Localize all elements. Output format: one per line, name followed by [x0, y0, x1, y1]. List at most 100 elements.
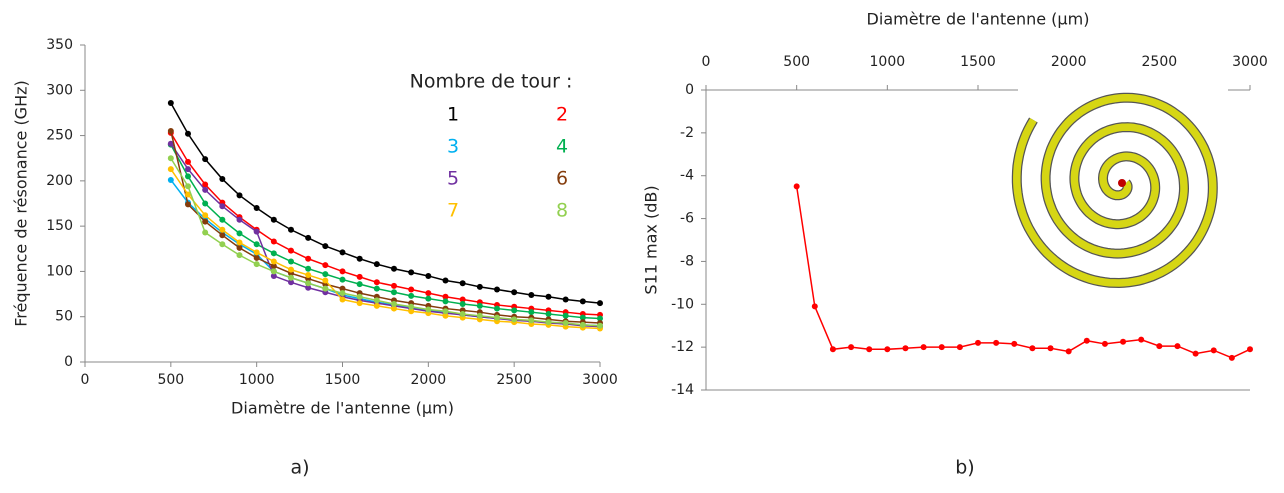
data-point [528, 309, 535, 316]
data-point [494, 314, 500, 321]
data-point [185, 173, 191, 180]
x-tick-label: 2500 [496, 372, 532, 388]
data-point [270, 272, 277, 279]
data-point [442, 308, 449, 315]
data-point [408, 292, 415, 299]
data-point [511, 307, 518, 314]
x-axis-label: Diamètre de l'antenne (µm) [867, 10, 1090, 29]
data-point [597, 315, 603, 322]
data-point [288, 226, 294, 233]
data-point [356, 255, 363, 262]
data-point [288, 247, 294, 254]
data-point [322, 271, 329, 278]
x-tick-label: 1500 [325, 372, 361, 388]
legend-entry: 8 [556, 200, 568, 222]
data-point [1247, 346, 1253, 353]
data-point [425, 295, 432, 302]
data-point [528, 291, 535, 298]
x-tick-label: 1000 [239, 372, 275, 388]
data-point [202, 156, 209, 163]
data-point [1011, 340, 1018, 347]
feed-point [1118, 179, 1126, 187]
data-point [305, 272, 312, 279]
data-point [373, 302, 380, 309]
y-tick-label: 250 [46, 128, 73, 144]
data-point [1174, 343, 1181, 350]
data-point [236, 216, 243, 223]
series-line [170, 132, 601, 316]
y-tick-label: 200 [46, 173, 73, 189]
data-point [185, 158, 191, 165]
series-line [795, 186, 1251, 359]
data-point [219, 176, 226, 183]
x-tick-label: 3000 [1232, 54, 1268, 70]
series-line [170, 144, 601, 320]
data-point [1083, 337, 1090, 344]
data-point [185, 130, 191, 137]
data-point [356, 281, 363, 288]
data-point [167, 140, 174, 147]
data-point [322, 285, 329, 292]
data-point [1192, 350, 1199, 357]
x-axis-label: Diamètre de l'antenne (µm) [231, 399, 454, 418]
series-line [170, 102, 601, 304]
data-point [253, 205, 260, 212]
data-point [202, 212, 209, 219]
data-point [597, 322, 603, 329]
legend-entry: 5 [447, 168, 459, 190]
data-point [219, 241, 226, 248]
y-axis-label: S11 max (dB) [642, 185, 661, 294]
data-point [391, 301, 397, 308]
data-point [442, 293, 449, 300]
data-point [494, 305, 500, 312]
data-point [373, 297, 380, 304]
data-point [219, 232, 226, 239]
data-point [253, 228, 260, 235]
data-point [288, 266, 294, 273]
data-point [938, 344, 945, 351]
data-point [391, 305, 397, 312]
data-point [408, 308, 415, 315]
data-point [356, 293, 363, 300]
data-point [270, 216, 277, 223]
data-point [920, 344, 927, 351]
data-point [167, 176, 174, 183]
data-point [1156, 343, 1163, 350]
data-point [185, 191, 191, 198]
data-point [167, 166, 174, 173]
y-tick-label: -8 [680, 253, 694, 269]
data-point [1120, 338, 1127, 345]
data-point [305, 265, 312, 272]
data-point [494, 286, 500, 293]
data-point [270, 250, 277, 257]
data-point [993, 339, 1000, 346]
x-tick-label: 2500 [1142, 54, 1178, 70]
y-tick-label: -12 [671, 339, 694, 355]
data-point [339, 276, 346, 283]
data-point [425, 306, 432, 313]
data-point [459, 301, 466, 308]
data-point [408, 286, 415, 293]
legend-entry: 4 [556, 136, 568, 158]
data-point [322, 243, 329, 250]
data-point [185, 201, 191, 208]
caption: a) [290, 457, 309, 479]
data-point [391, 282, 397, 289]
data-point [425, 290, 432, 297]
data-point [425, 272, 432, 279]
data-point [476, 302, 483, 309]
data-point [236, 192, 243, 199]
legend-entry: 2 [556, 104, 568, 126]
legend-title: Nombre de tour : [410, 71, 573, 93]
data-point [202, 229, 209, 236]
data-point [270, 262, 277, 269]
y-tick-label: 0 [685, 82, 694, 98]
data-point [511, 316, 518, 323]
data-point [339, 249, 346, 256]
spiral-antenna [1013, 93, 1217, 287]
legend-entry: 7 [447, 200, 459, 222]
data-point [442, 277, 449, 284]
x-tick-label: 0 [702, 54, 711, 70]
data-point [956, 344, 963, 351]
